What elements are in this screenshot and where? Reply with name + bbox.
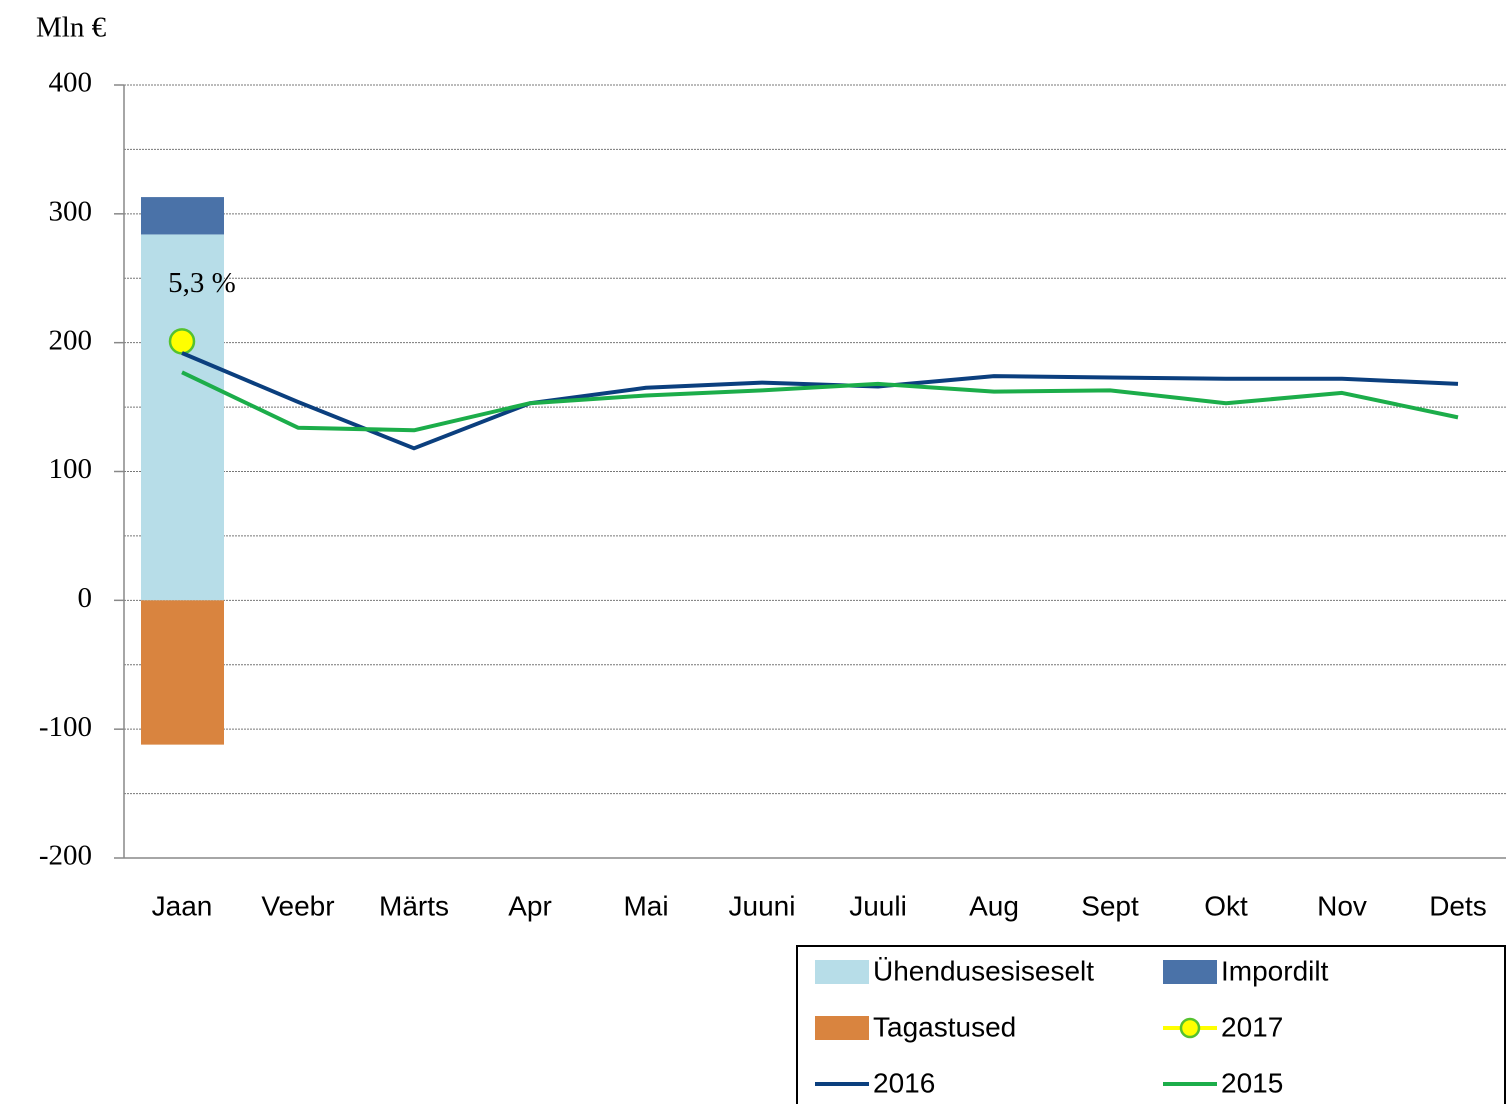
legend-box [796, 945, 1506, 1104]
bar [141, 197, 224, 235]
legend-label: Ühendusesiseselt [873, 955, 1094, 986]
x-tick-label: Aug [969, 890, 1019, 921]
x-tick-label: Mai [623, 890, 668, 921]
marker [168, 328, 196, 355]
legend-label: 2017 [1221, 1011, 1283, 1042]
y-tick-label: 0 [78, 582, 93, 614]
legend-label: 2015 [1221, 1067, 1283, 1098]
line [181, 370, 1459, 433]
legend-swatch [815, 1016, 869, 1040]
legend-swatch [1179, 1017, 1201, 1039]
legend-label: Tagastused [873, 1011, 1016, 1042]
legend-swatch [1163, 960, 1217, 984]
x-tick-label: Märts [379, 890, 449, 921]
y-tick-label: -100 [39, 711, 92, 743]
legend-swatch [815, 960, 869, 984]
y-axis-label: Mln € [36, 12, 107, 44]
line [181, 351, 1459, 451]
y-tick-label: 300 [49, 195, 93, 227]
y-tick-label: 400 [49, 67, 93, 99]
y-tick-label: 200 [49, 324, 93, 356]
y-tick-label: 100 [49, 453, 93, 485]
bar [141, 600, 224, 745]
x-tick-label: Juuli [849, 890, 907, 921]
legend-label: Impordilt [1221, 955, 1329, 986]
x-tick-label: Apr [508, 890, 552, 921]
annotation: 5,3 % [168, 267, 236, 299]
x-tick-label: Jaan [152, 890, 213, 921]
x-tick-label: Dets [1429, 890, 1487, 921]
x-tick-label: Sept [1081, 890, 1139, 921]
y-tick-label: -200 [39, 840, 92, 872]
x-tick-label: Juuni [729, 890, 796, 921]
bar [141, 234, 224, 601]
x-tick-label: Okt [1204, 890, 1248, 921]
x-tick-label: Veebr [261, 890, 334, 921]
x-tick-label: Nov [1317, 890, 1367, 921]
legend-label: 2016 [873, 1067, 935, 1098]
